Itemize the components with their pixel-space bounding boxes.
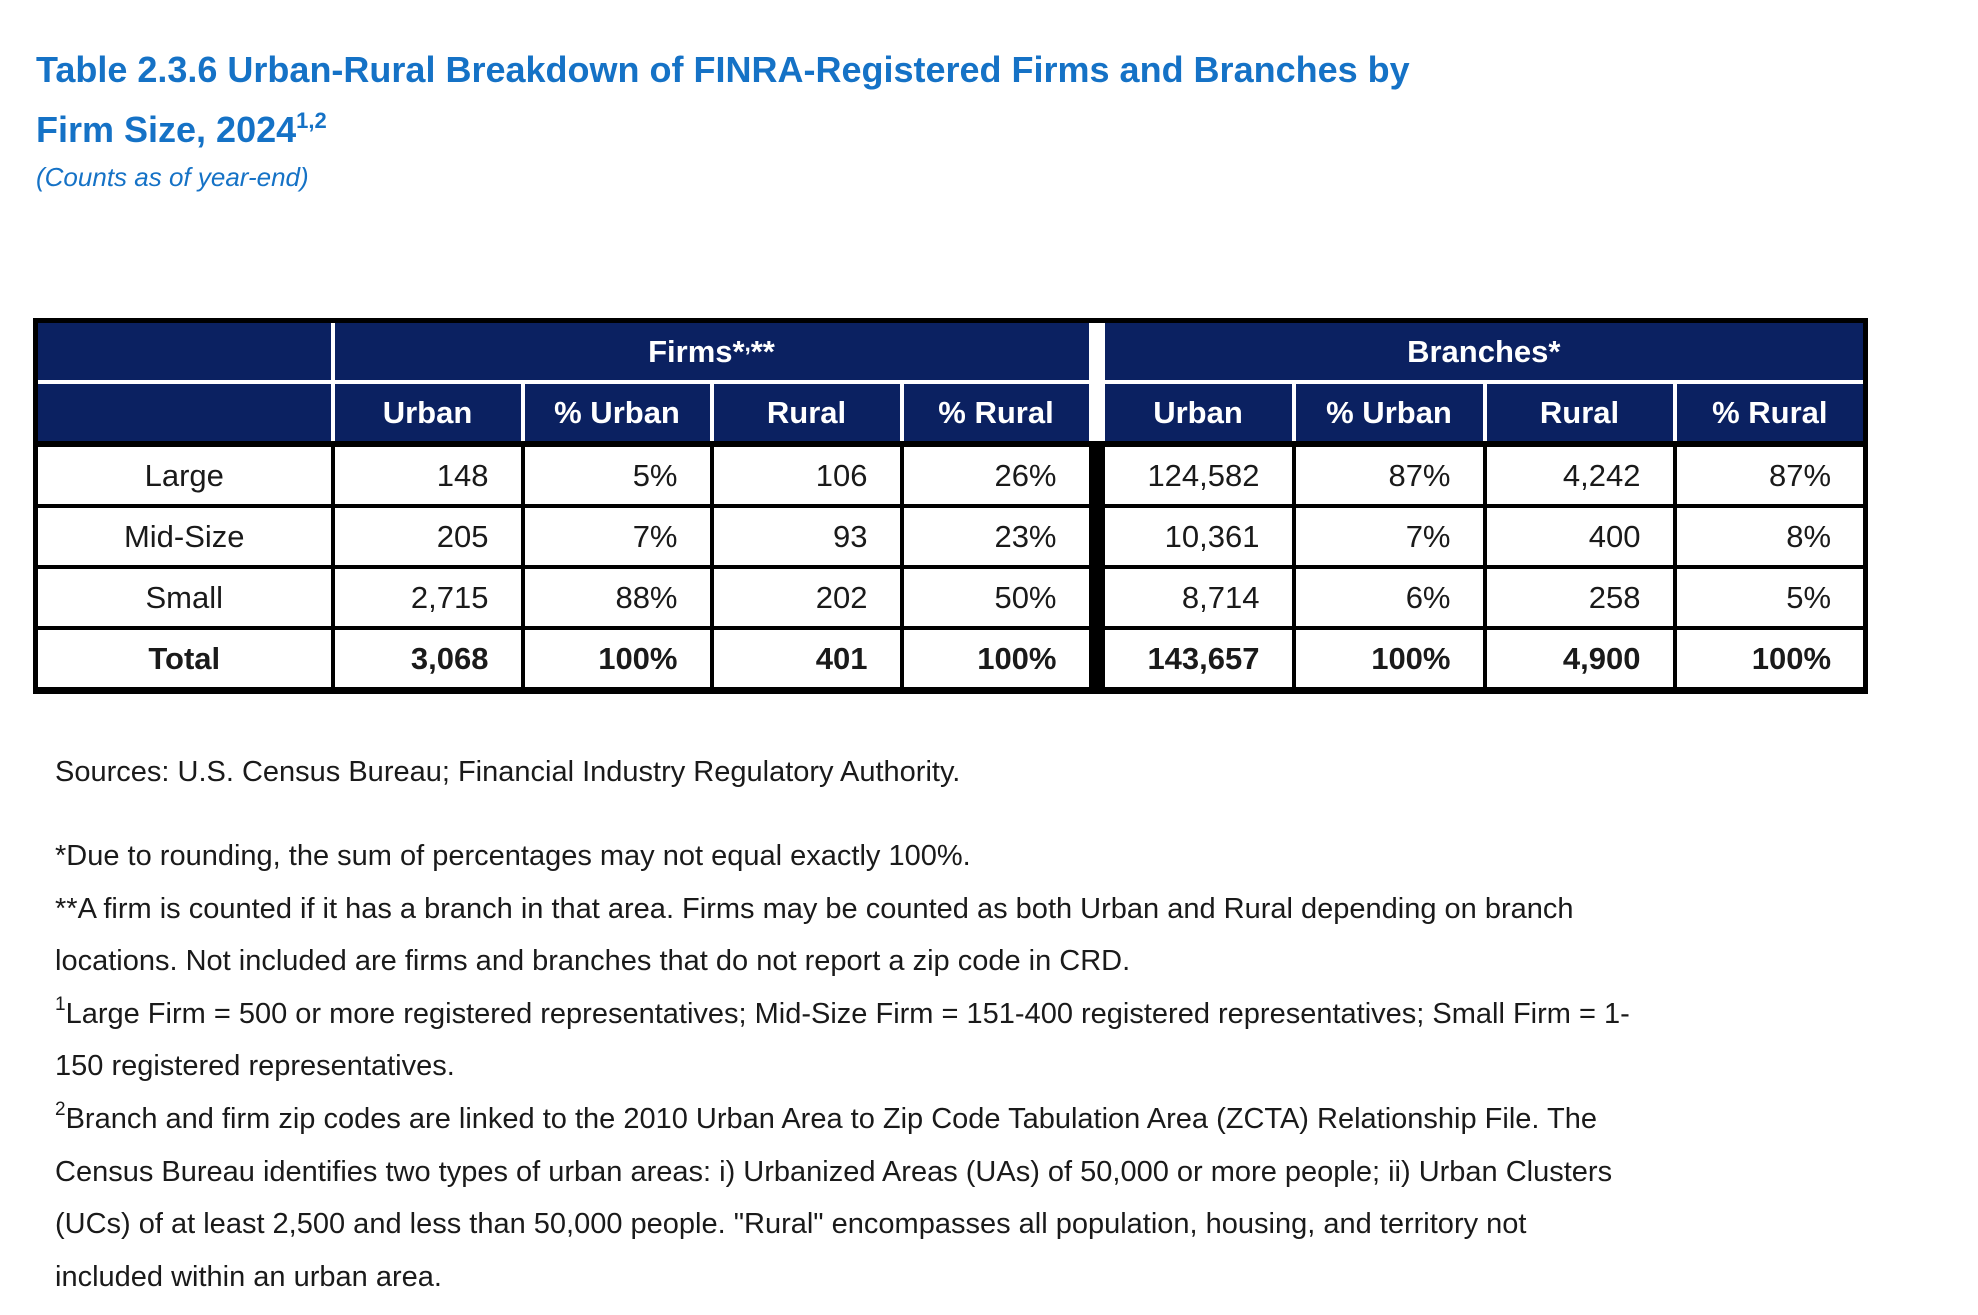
row-label: Mid-Size: [33, 504, 335, 569]
branches-pct-rural-value: 8%: [1672, 504, 1868, 569]
table-subtitle: (Counts as of year-end): [36, 162, 309, 192]
footnote-2-line3: (UCs) of at least 2,500 and less than 50…: [55, 1208, 1527, 1241]
table-row-mid-size: Mid-Size 205 7% 93 23% 10,361 7% 400 8%: [33, 504, 1868, 569]
section-gap: [1088, 565, 1105, 630]
branches-group-header: Branches*: [1100, 318, 1868, 384]
branches-pct-urban-value: 87%: [1291, 441, 1487, 508]
firms-rural-total: 401: [709, 626, 904, 694]
col-header-firms-urban: Urban: [330, 380, 525, 446]
row-label-total: Total: [33, 626, 335, 694]
firms-rural-value: 202: [709, 565, 904, 630]
col-header-firms-pct-rural: % Rural: [899, 380, 1093, 446]
corner-cell: [33, 318, 335, 384]
firms-pct-rural-value: 26%: [899, 441, 1093, 508]
firms-pct-urban-value: 5%: [520, 441, 714, 508]
column-header-row: Urban % Urban Rural % Rural Urban % Urba…: [33, 380, 1868, 446]
firms-urban-value: 2,715: [330, 565, 525, 630]
branches-pct-urban-total: 100%: [1291, 626, 1487, 694]
row-label-header: [33, 380, 335, 446]
branches-pct-urban-value: 6%: [1291, 565, 1487, 630]
col-header-branches-pct-urban: % Urban: [1291, 380, 1487, 446]
table-title-line2: Firm Size, 20241,2: [36, 100, 1951, 160]
section-gap: [1088, 380, 1105, 446]
row-label: Small: [33, 565, 335, 630]
branches-urban-value: 10,361: [1100, 504, 1296, 569]
section-gap: [1088, 626, 1105, 694]
footnote-1-line2: 150 registered representatives.: [55, 1050, 455, 1083]
firms-pct-urban-value: 88%: [520, 565, 714, 630]
firms-rural-value: 106: [709, 441, 904, 508]
firms-label: Firms*: [648, 333, 745, 369]
branches-pct-rural-value: 5%: [1672, 565, 1868, 630]
branches-rural-value: 258: [1482, 565, 1677, 630]
branches-pct-urban-value: 7%: [1291, 504, 1487, 569]
footnotes: *Due to rounding, the sum of percentages…: [55, 830, 1945, 1303]
firms-urban-value: 205: [330, 504, 525, 569]
firms-pct-rural-value: 23%: [899, 504, 1093, 569]
sources-note: Sources: U.S. Census Bureau; Financial I…: [55, 756, 961, 788]
col-header-firms-rural: Rural: [709, 380, 904, 446]
branches-rural-value: 4,242: [1482, 441, 1677, 508]
footnote-double-star-line1: **A firm is counted if it has a branch i…: [55, 892, 1574, 925]
footnote-star: *Due to rounding, the sum of percentages…: [55, 840, 971, 872]
footnote-1-marker: 1: [55, 993, 66, 1015]
branches-urban-value: 124,582: [1100, 441, 1296, 508]
branches-pct-rural-total: 100%: [1672, 626, 1868, 694]
firms-rural-value: 93: [709, 504, 904, 569]
col-header-branches-rural: Rural: [1482, 380, 1677, 446]
table-row-total: Total 3,068 100% 401 100% 143,657 100% 4…: [33, 626, 1868, 694]
urban-rural-breakdown-table: Firms*,** Branches* Urban % Urban Rural …: [33, 318, 1869, 694]
table-row-small: Small 2,715 88% 202 50% 8,714 6% 258 5%: [33, 565, 1868, 630]
branches-urban-value: 8,714: [1100, 565, 1296, 630]
footnote-2-marker: 2: [55, 1098, 66, 1120]
firms-pct-urban-value: 7%: [520, 504, 714, 569]
branches-pct-rural-value: 87%: [1672, 441, 1868, 508]
col-header-branches-urban: Urban: [1100, 380, 1296, 446]
col-header-firms-pct-urban: % Urban: [520, 380, 714, 446]
branches-rural-total: 4,900: [1482, 626, 1677, 694]
table-title-text2: Firm Size, 2024: [36, 109, 297, 150]
footnote-2-line1: 2Branch and firm zip codes are linked to…: [55, 1093, 1945, 1146]
footnote-1-text: Large Firm = 500 or more registered repr…: [65, 997, 1630, 1030]
firms-label-sup: ,: [744, 330, 751, 356]
col-header-branches-pct-rural: % Rural: [1672, 380, 1868, 446]
firms-pct-rural-total: 100%: [899, 626, 1093, 694]
footnote-double-star-line2: locations. Not included are firms and br…: [55, 945, 1131, 978]
footnote-1-line1: 1Large Firm = 500 or more registered rep…: [55, 988, 1945, 1041]
footnote-2-text: Branch and firm zip codes are linked to …: [65, 1102, 1597, 1135]
section-gap: [1088, 504, 1105, 569]
row-label: Large: [33, 441, 335, 508]
branches-urban-total: 143,657: [1100, 626, 1296, 694]
firms-urban-total: 3,068: [330, 626, 525, 694]
section-gap: [1088, 318, 1105, 384]
firms-group-header: Firms*,**: [330, 318, 1093, 384]
table-title-superscript: 1,2: [296, 108, 327, 133]
firms-urban-value: 148: [330, 441, 525, 508]
table-title-text1: Table 2.3.6 Urban-Rural Breakdown of FIN…: [36, 49, 1410, 90]
section-gap: [1088, 441, 1105, 508]
footnote-2-line4: included within an urban area.: [55, 1260, 442, 1293]
firms-label-post: **: [750, 333, 775, 369]
table-row-large: Large 148 5% 106 26% 124,582 87% 4,242 8…: [33, 441, 1868, 508]
footnote-2-line2: Census Bureau identifies two types of ur…: [55, 1155, 1613, 1188]
group-header-row: Firms*,** Branches*: [33, 318, 1868, 384]
table-title: Table 2.3.6 Urban-Rural Breakdown of FIN…: [36, 40, 1951, 160]
firms-pct-urban-total: 100%: [520, 626, 714, 694]
firms-pct-rural-value: 50%: [899, 565, 1093, 630]
table-title-line1: Table 2.3.6 Urban-Rural Breakdown of FIN…: [36, 40, 1951, 100]
branches-rural-value: 400: [1482, 504, 1677, 569]
